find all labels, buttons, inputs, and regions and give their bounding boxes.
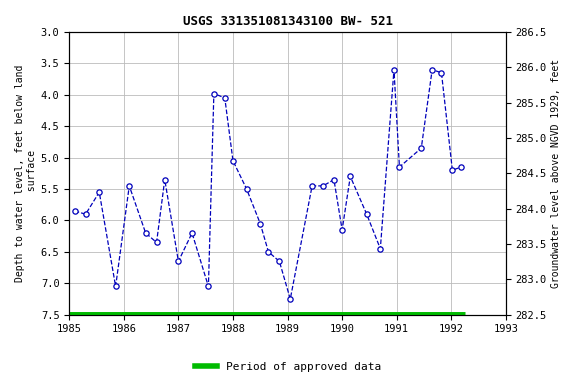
Y-axis label: Depth to water level, feet below land
 surface: Depth to water level, feet below land su…	[15, 65, 37, 282]
Y-axis label: Groundwater level above NGVD 1929, feet: Groundwater level above NGVD 1929, feet	[551, 59, 561, 288]
Title: USGS 331351081343100 BW- 521: USGS 331351081343100 BW- 521	[183, 15, 393, 28]
Legend: Period of approved data: Period of approved data	[191, 358, 385, 377]
